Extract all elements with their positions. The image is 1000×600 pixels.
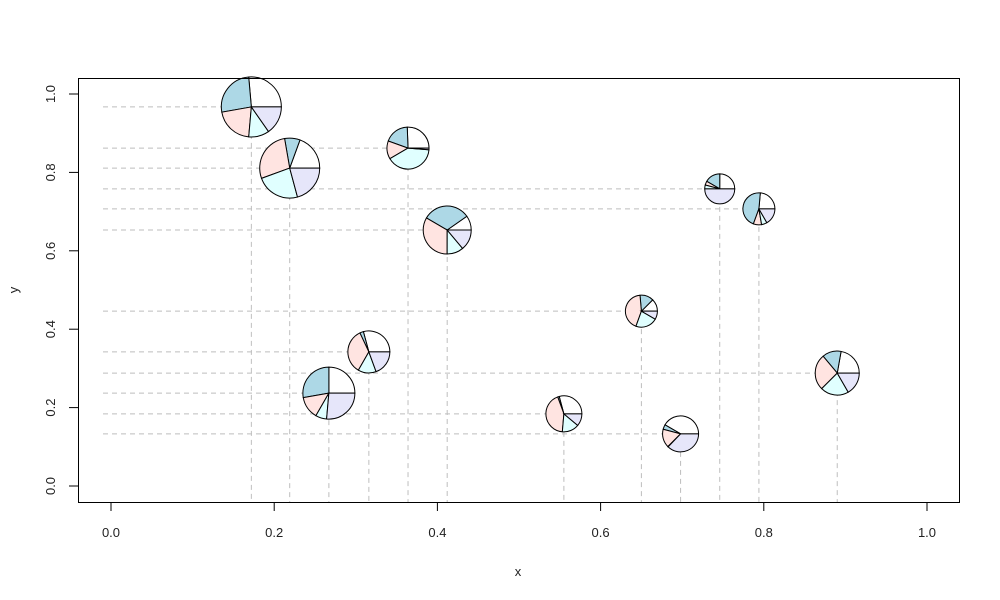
pie-slice-mistyrose [814,355,838,390]
pie-glyph [422,205,472,255]
y-tick-label: 1.0 [43,85,58,103]
y-axis: 0.0 0.2 0.4 0.6 0.8 1.0 [43,85,79,495]
pie-slice-lavender [704,188,736,205]
pie-slice-lavender [639,310,658,320]
pie-glyph [814,350,860,396]
pie-slice-mistyrose [221,106,252,138]
pie-slice-white [758,192,776,210]
pie-slice-lightblue [220,76,252,113]
x-tick-label: 0.8 [755,525,773,540]
pie-glyph [220,76,282,138]
pie-slice-lavender [289,167,321,198]
pie-slice-lightblue [302,366,330,399]
pie-slice-white [328,366,356,394]
pie-slice-white [248,76,282,108]
pie-slice-lavender [368,351,391,373]
pie-slice-white [362,330,391,353]
x-tick-label: 0.2 [265,525,283,540]
pie-slice-lightblue [425,205,468,231]
pie-slice-white [288,139,321,169]
pie-slice-mistyrose [545,396,565,433]
pie-glyphs [220,76,860,453]
pie-glyph [742,192,776,226]
x-tick-label: 0.0 [102,525,120,540]
x-tick-label: 0.6 [592,525,610,540]
pie-glyph [545,395,583,433]
plot-area-border [78,78,960,503]
pie-slice-white [406,126,430,149]
pie-slice-lavender [446,229,472,250]
y-axis-title: y [6,286,21,293]
x-tick-label: 1.0 [918,525,936,540]
pie-slice-mistyrose [422,217,448,255]
pie-glyph [662,415,700,453]
x-tick-label: 0.4 [428,525,446,540]
pie-slice-lavender [758,208,776,224]
pie-glyph [259,137,321,199]
y-tick-label: 0.8 [43,163,58,181]
pie-slice-lavender [407,147,430,151]
pie-slice-lightcyan [389,147,430,170]
pie-glyph [386,126,430,170]
pie-glyph [704,173,736,205]
pie-slice-lavender [836,372,860,393]
y-tick-label: 0.6 [43,242,58,260]
pie-glyph [302,366,356,420]
x-axis-title: x [515,564,522,579]
pie-slice-white [558,395,583,415]
pie-slice-white [719,173,736,190]
pie-slice-lightcyan [260,167,299,199]
pie-slice-mistyrose [259,137,291,179]
x-axis: 0.0 0.2 0.4 0.6 0.8 1.0 [102,502,936,540]
pie-slice-mistyrose [624,294,642,327]
y-tick-label: 0.4 [43,320,58,338]
pie-slice-lavender [326,392,356,420]
pie-slice-lavender [250,106,282,133]
pie-glyph [347,330,391,374]
y-tick-label: 0.2 [43,399,58,417]
pie-slice-lavender [667,433,700,453]
y-tick-label: 0.0 [43,477,58,495]
pie-glyph [624,294,658,328]
pie-slice-lavender [562,413,583,427]
guide-lines [103,106,838,502]
